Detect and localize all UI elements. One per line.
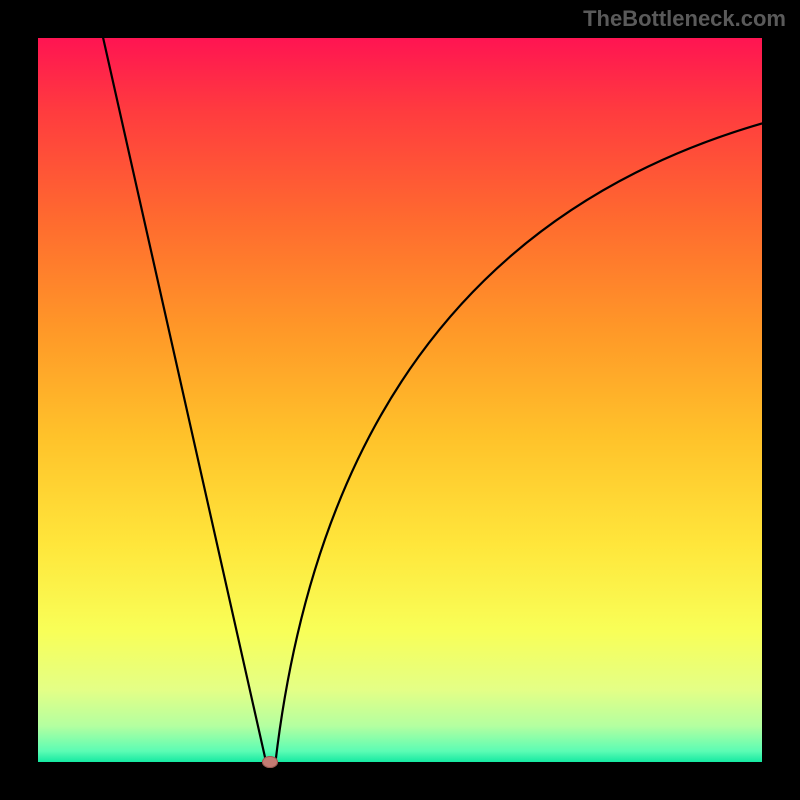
bottleneck-curve [38,38,762,762]
plot-area [38,38,762,762]
watermark-text: TheBottleneck.com [583,6,786,32]
chart-container: TheBottleneck.com [0,0,800,800]
curve-path [103,38,762,762]
minimum-marker [262,756,278,768]
